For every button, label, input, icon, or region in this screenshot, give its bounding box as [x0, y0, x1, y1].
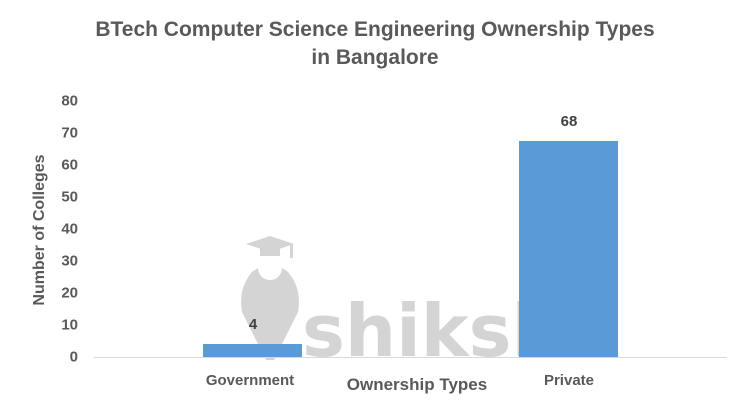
chart-title-line-1: BTech Computer Science Engineering Owner…: [95, 18, 655, 41]
y-tick: 50: [61, 188, 78, 206]
chart-title: BTech Computer Science Engineering Owner…: [0, 16, 750, 72]
x-tick-government: Government: [205, 372, 295, 389]
y-tick: 0: [69, 348, 78, 366]
y-tick: 70: [61, 124, 78, 142]
y-tick: 10: [61, 316, 78, 334]
x-tick-private: Private: [543, 372, 595, 389]
shiksha-watermark-logo: shiksha: [241, 236, 540, 362]
y-tick: 40: [61, 220, 78, 238]
y-tick: 20: [61, 284, 78, 302]
x-axis-label: Ownership Types: [346, 375, 488, 394]
y-tick: 60: [61, 156, 78, 174]
bar-government: [203, 344, 302, 357]
svg-text:shiksha: shiksha: [302, 289, 540, 362]
chart-title-line-2: in Bangalore: [311, 46, 439, 69]
data-label-private: 68: [560, 113, 578, 130]
data-label-government: 4: [248, 316, 258, 333]
y-tick: 80: [61, 92, 78, 110]
x-axis-line: [94, 357, 727, 358]
bar-private: [519, 141, 618, 357]
y-tick: 30: [61, 252, 78, 270]
